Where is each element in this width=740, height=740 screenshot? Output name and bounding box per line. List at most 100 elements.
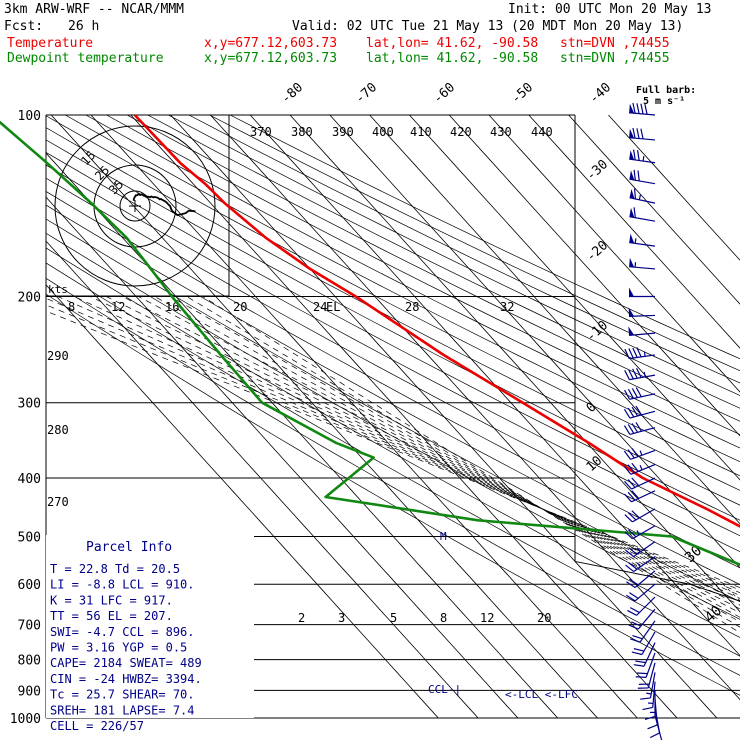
parcel-info-row: Tc = 25.7 SHEAR= 70. [50,688,195,702]
wind-barb [629,207,656,222]
isotherm--120 [46,284,439,718]
el-marker: EL [326,300,340,314]
wind-barb [625,541,656,558]
parcel-info-row: CELL = 226/57 [50,719,144,733]
temperature-legend: Temperature [7,36,94,51]
pressure-label-700: 700 [18,619,41,634]
dry-adiabat-450 [209,115,740,372]
thetae-label: 20 [233,300,247,314]
mixing-ratio-label: 3 [338,611,345,625]
parcel-info-row: LI = -8.8 LCL = 910. [50,578,195,592]
wind-barb [629,233,656,247]
isotherm-0 [369,115,740,525]
ccl-marker: CCL-| [428,683,461,696]
theta-label: 370 [250,125,272,139]
thetae-label: 28 [405,300,419,314]
isotherm--10 [329,115,740,569]
wind-barbs [623,102,663,740]
dewpoint-station: stn=DVN ,74455 [560,51,670,66]
dry-adiabat-430 [168,115,740,396]
dry-adiabat-380 [65,115,740,463]
lower-right-label: 40 [702,603,725,626]
wind-barb [624,508,656,523]
isotherm-top-label: -70 [353,80,380,107]
dry-adiabat-300 [46,204,740,585]
fcst-label: Fcst: [4,19,44,34]
wind-barb [628,307,656,317]
barb-note-line2: 5 m s⁻¹ [643,96,685,107]
theta-label: 430 [490,125,512,139]
hodograph-ring-label: 15 [78,148,98,168]
valid-time: Valid: 02 UTC Tue 21 May 13 (20 MDT Mon … [292,19,684,34]
dry-adiabat-250 [46,277,740,676]
wind-barb [640,672,656,700]
theta-left-label: 280 [47,423,69,437]
wind-barb [629,149,656,164]
dewpoint-latlon: lat,lon= 41.62, -90.58 [366,51,539,66]
pressure-label-100: 100 [18,109,41,124]
isotherm-20 [448,115,740,437]
theta-label: 410 [410,125,432,139]
wind-barb [627,596,656,616]
parcel-info-title: Parcel Info [86,540,172,555]
wind-barb [626,570,656,589]
mixing-ratio-label: 12 [480,611,494,625]
thetae-label: 16 [165,300,179,314]
isotherm--80 [50,115,598,718]
theta-label: 390 [332,125,354,139]
isotherm--90 [46,152,558,718]
isotherm--70 [90,115,638,718]
wind-barb [624,387,656,400]
wind-barb [625,556,656,573]
wind-barb [624,367,656,381]
isotherm--60 [130,115,678,718]
temperature-latlon: lat,lon= 41.62, -90.58 [366,36,539,51]
parcel-info-row: SREH= 181 LAPSE= 7.4 [50,703,195,717]
thetae-label: 12 [111,300,125,314]
isotherm-right-label: 10 [584,453,606,475]
theta-left-label: 290 [47,349,69,363]
pressure-label-1000: 1000 [10,712,41,727]
parcel-info-row: T = 22.8 Td = 20.5 [50,562,180,576]
dry-adiabat-330 [46,164,740,537]
pressure-label-300: 300 [18,397,41,412]
wind-barb [629,188,656,204]
parcel-info-table: Parcel Info T = 22.8 Td = 20.5 LI = -8.8 L… [46,535,254,733]
wind-barb [629,287,655,298]
dewpoint-xy: x,y=677.12,603.73 [204,51,338,66]
dewpoint-legend: Dewpoint temperature [7,51,164,66]
dry-adiabat-440 [188,115,740,384]
hodograph-trace [132,193,196,216]
wind-barb [633,642,656,667]
dry-adiabat-270 [46,247,740,638]
wind-barb [624,477,656,490]
profile-lines [0,114,740,567]
thetae-label: 8 [68,300,75,314]
parcel-info-row: PW = 3.16 YGP = 0.5 [50,641,187,655]
dry-adiabat-240 [46,293,740,696]
mixing-ratio-label: 20 [537,611,551,625]
moist-adiabat--10 [202,296,740,634]
dry-adiabat-260 [46,262,740,657]
wind-barb [629,257,656,270]
pressure-label-500: 500 [18,530,41,545]
isotherm--40 [210,115,740,701]
dry-adiabat-390 [85,115,740,449]
dry-adiabat-320 [46,177,740,552]
wind-barb [624,490,656,503]
wind-barb [623,462,656,475]
dry-adiabat-340 [46,152,740,521]
isotherm--30 [249,115,740,657]
isotherm-right-label: -20 [584,238,611,265]
mixing-ratio-line-0 [722,583,740,602]
dry-adiabat-360 [46,127,740,491]
thetae-label: 24 [313,300,327,314]
pressure-label-400: 400 [18,472,41,487]
dry-adiabat-350 [46,139,740,506]
model-title: 3km ARW-WRF -- NCAR/MMM [4,2,185,17]
dry-adiabat-280 [46,232,740,620]
parcel-info-row: CIN = -24 HWBZ= 3394. [50,672,202,686]
wind-barb [623,422,656,435]
dry-adiabat-420 [147,115,740,409]
wind-barb [628,608,656,630]
